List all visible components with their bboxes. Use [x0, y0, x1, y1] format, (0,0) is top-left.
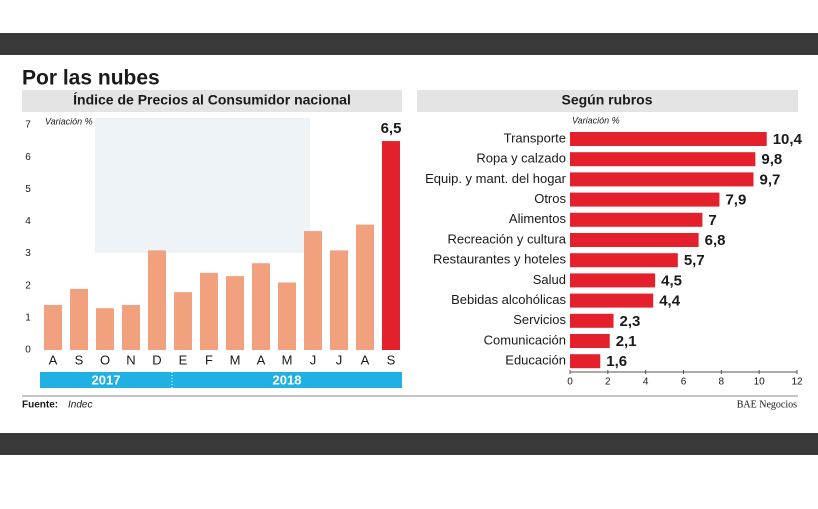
x-tick-label: A	[49, 352, 58, 367]
bar	[356, 224, 374, 350]
category-label: Servicios	[513, 312, 566, 327]
header-box	[22, 90, 402, 112]
category-label: Comunicación	[484, 332, 566, 347]
bottom-band	[0, 433, 818, 455]
category-label: Ropa y calzado	[476, 151, 566, 166]
bar	[304, 231, 322, 350]
value-label: 2,3	[620, 313, 641, 330]
bar	[570, 253, 678, 268]
x-tick-label: M	[282, 352, 293, 367]
y-axis-label: Variación %	[45, 116, 93, 126]
x-tick-label: A	[257, 352, 266, 367]
bar	[570, 354, 601, 369]
x-tick-label: J	[310, 352, 317, 367]
x-tick-label: 10	[754, 377, 766, 388]
source-label: Fuente:	[22, 400, 58, 411]
y-tick-label: 5	[25, 184, 31, 195]
y-tick-label: 2	[25, 280, 31, 291]
value-label: 9,8	[761, 151, 782, 168]
bar	[570, 293, 654, 308]
value-label: 5,7	[684, 252, 705, 269]
bar	[278, 282, 296, 350]
y-tick-label: 1	[25, 312, 31, 323]
bar	[570, 192, 720, 207]
x-tick-label: O	[100, 352, 110, 367]
x-tick-label: D	[152, 352, 161, 367]
credit: BAE Negocios	[737, 399, 797, 410]
category-label: Equip. y mant. del hogar	[425, 171, 567, 186]
y-tick-label: 6	[25, 152, 31, 163]
bar	[200, 272, 218, 350]
bar	[570, 334, 610, 348]
header-box	[417, 90, 798, 112]
value-label: 6,5	[381, 120, 402, 137]
year-band	[40, 372, 402, 388]
value-label: 7	[708, 212, 716, 229]
x-tick-label: M	[230, 352, 241, 367]
category-label: Alimentos	[509, 211, 567, 226]
x-axis-label: Variación %	[572, 115, 620, 125]
bar	[70, 288, 88, 350]
value-label: 7,9	[725, 192, 746, 209]
year-label: 2018	[273, 372, 302, 387]
x-tick-label: 6	[681, 377, 687, 388]
bar	[382, 141, 400, 350]
bar	[570, 152, 756, 167]
top-band	[0, 33, 818, 55]
chart-title: Índice de Precios al Consumidor nacional	[73, 92, 351, 108]
bar	[122, 305, 140, 350]
x-tick-label: E	[179, 352, 188, 367]
x-tick-label: 8	[719, 377, 725, 388]
x-tick-label: J	[336, 352, 343, 367]
bar	[44, 305, 62, 350]
bar	[252, 263, 270, 350]
value-label: 10,4	[773, 131, 803, 148]
bar	[570, 273, 656, 288]
value-label: 4,4	[659, 293, 681, 310]
x-tick-label: A	[361, 352, 370, 367]
y-tick-label: 3	[25, 248, 31, 259]
x-tick-label: 0	[567, 377, 573, 388]
bar	[570, 132, 767, 146]
value-label: 6,8	[705, 232, 726, 249]
bar	[570, 313, 614, 328]
x-tick-label: S	[387, 352, 396, 367]
category-label: Recreación y cultura	[448, 231, 567, 246]
bar	[148, 250, 166, 350]
x-tick-label: F	[205, 352, 213, 367]
y-tick-label: 7	[25, 120, 31, 131]
category-label: Otros	[534, 191, 566, 206]
x-tick-label: N	[126, 352, 135, 367]
x-tick-label: 2	[605, 377, 611, 388]
value-label: 9,7	[759, 171, 780, 188]
category-label: Educación	[505, 353, 566, 368]
bar	[330, 250, 348, 350]
value-label: 1,6	[606, 353, 627, 370]
x-tick-label: S	[75, 352, 84, 367]
bar	[226, 276, 244, 350]
year-label: 2017	[92, 372, 121, 387]
source: Indec	[68, 400, 92, 411]
chart-title: Según rubros	[561, 92, 652, 108]
category-label: Transporte	[504, 130, 566, 145]
bar	[570, 233, 699, 247]
y-tick-label: 4	[25, 216, 31, 227]
x-tick-label: 4	[643, 377, 649, 388]
category-label: Bebidas alcohólicas	[451, 292, 566, 307]
value-label: 2,1	[616, 333, 637, 350]
value-label: 4,5	[661, 272, 682, 289]
bar	[96, 308, 114, 350]
category-label: Salud	[533, 272, 566, 287]
bar	[570, 212, 703, 227]
bar	[174, 292, 192, 350]
photo-backdrop	[95, 118, 310, 253]
y-tick-label: 0	[25, 345, 31, 356]
main-title: Por las nubes	[22, 67, 160, 90]
bar	[570, 172, 754, 187]
x-tick-label: 12	[791, 377, 803, 388]
category-label: Restaurantes y hoteles	[433, 252, 566, 267]
